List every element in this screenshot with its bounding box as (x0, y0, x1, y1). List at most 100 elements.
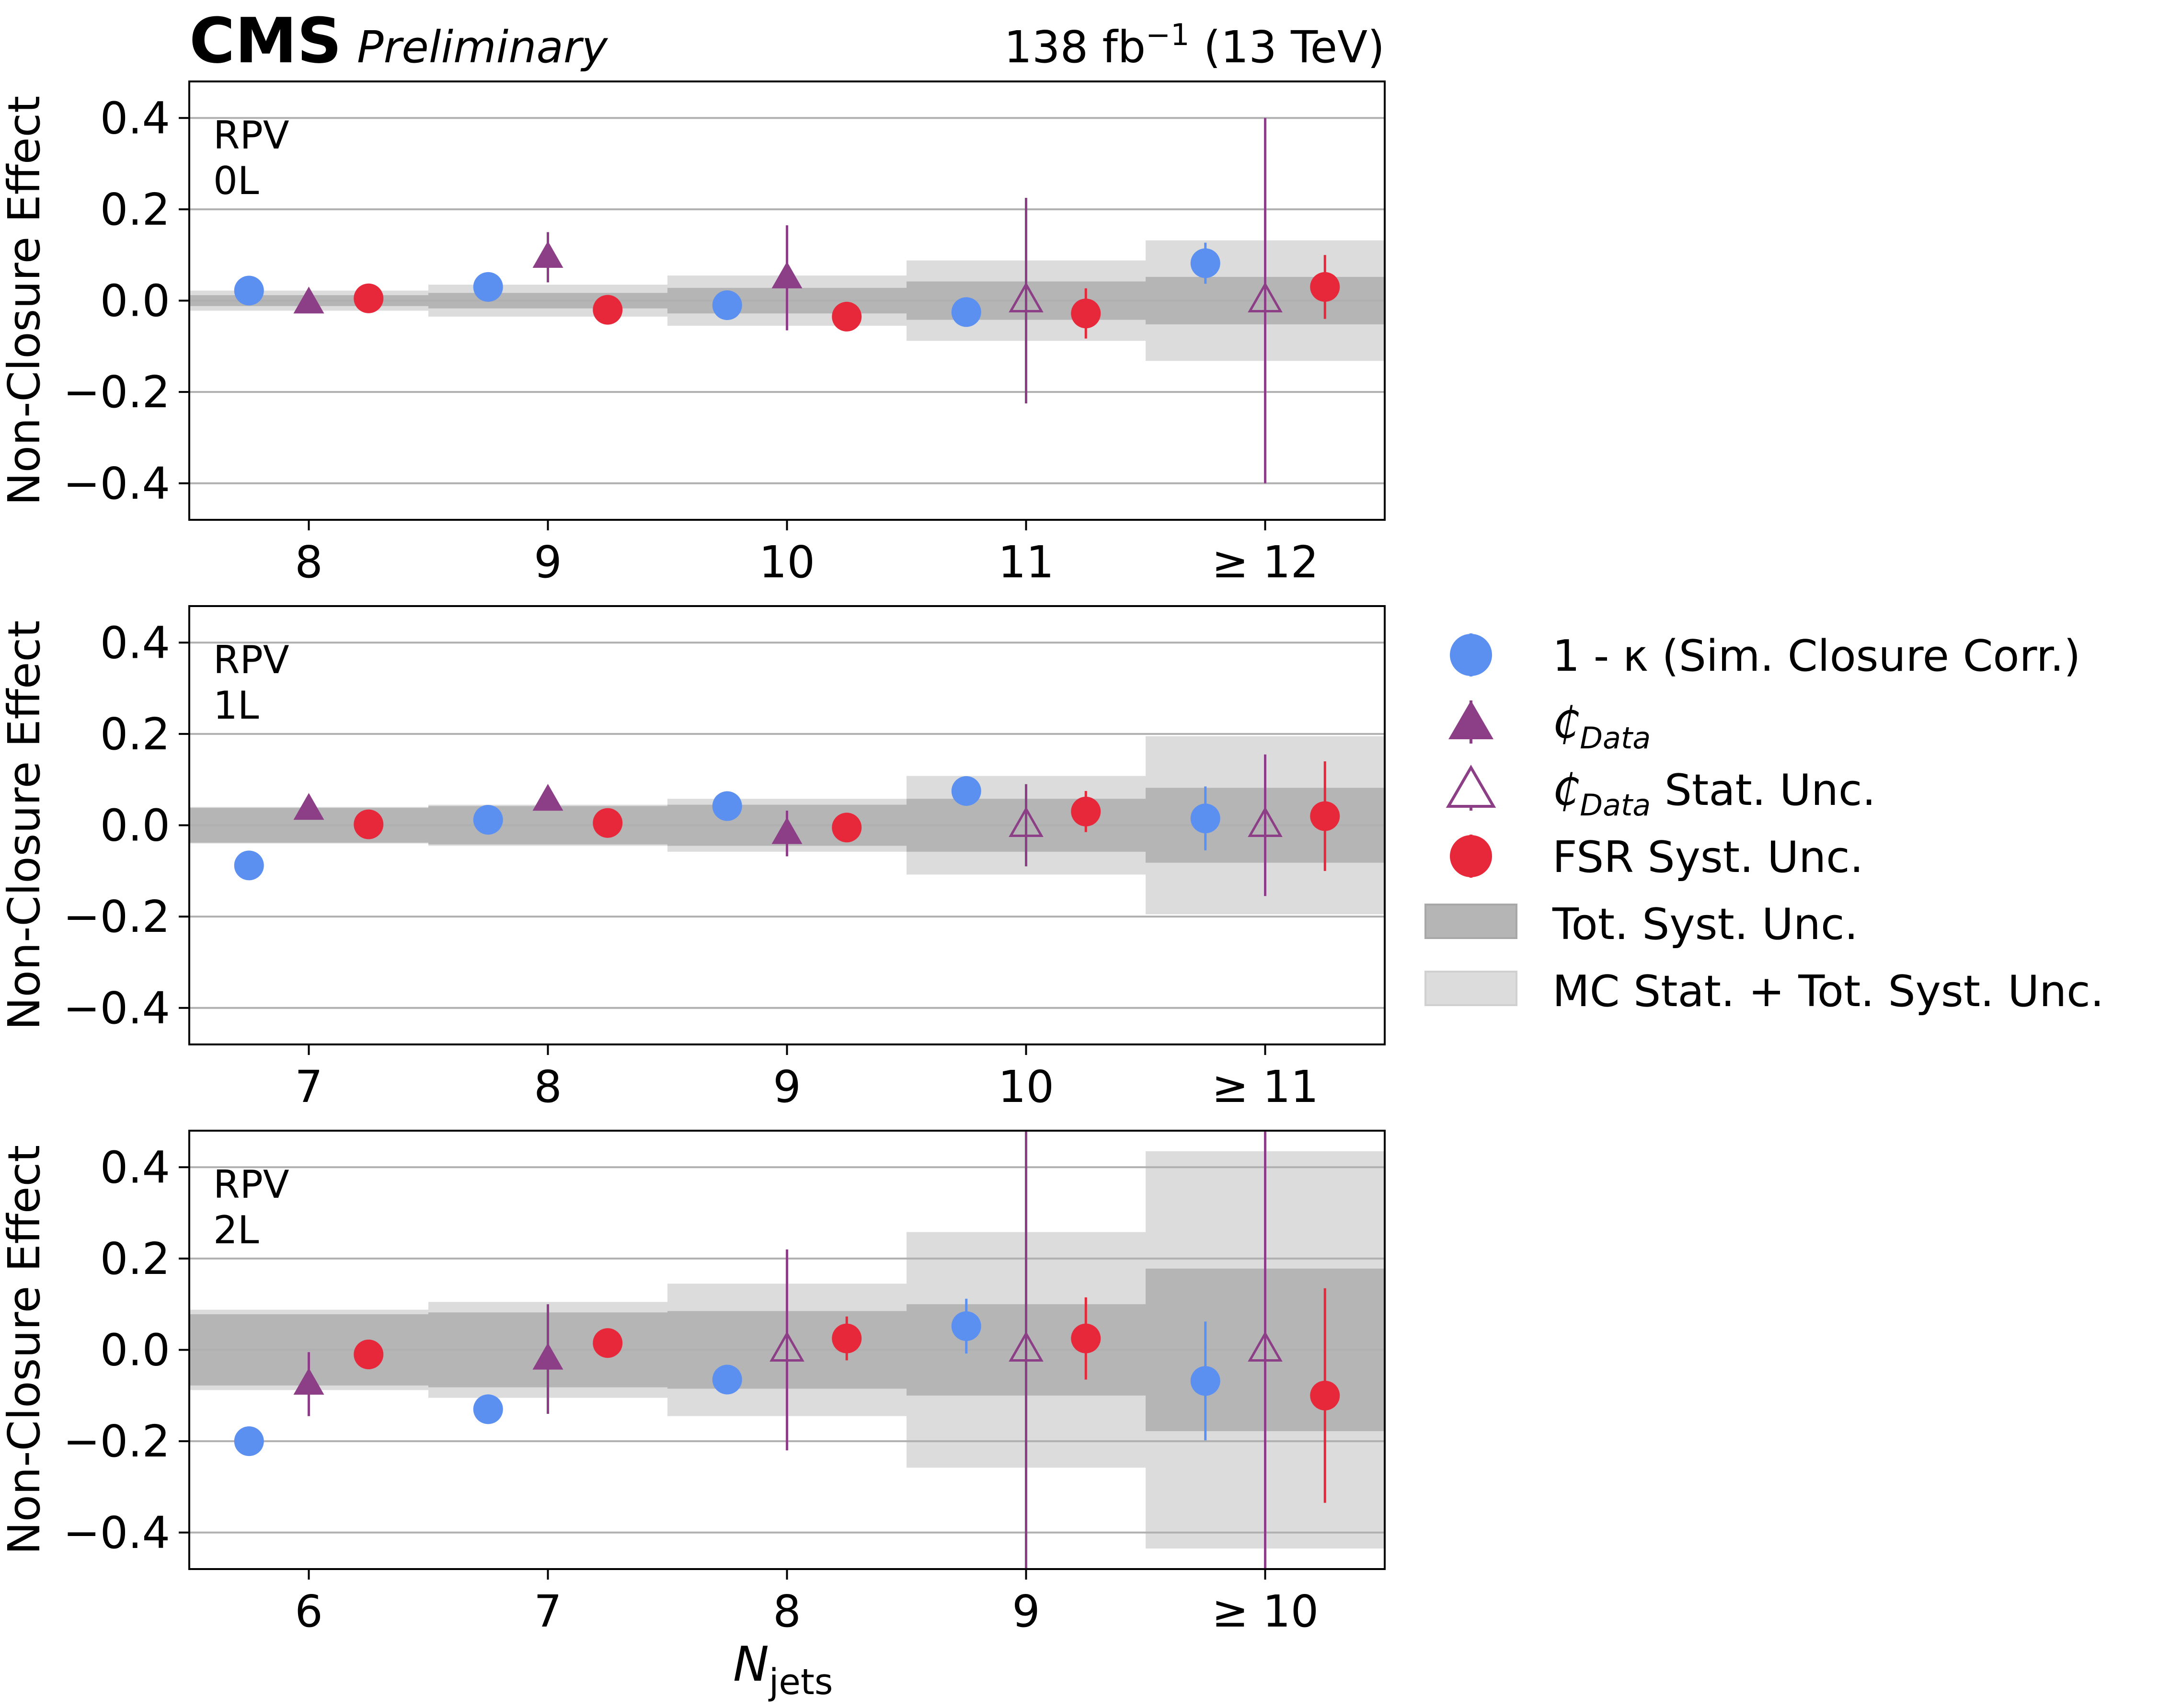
y-tick-label: 0.2 (100, 184, 170, 235)
kappa-point (1190, 248, 1220, 278)
legend-fsr-marker (1450, 835, 1492, 877)
x-tick-label: 11 (998, 537, 1054, 588)
y-tick-label: −0.4 (63, 458, 170, 509)
kappa-point (234, 275, 264, 306)
legend-kappa-label: 1 - κ (Sim. Closure Corr.) (1552, 631, 2080, 681)
legend: 1 - κ (Sim. Closure Corr.) ₵Data ₵Data S… (1424, 631, 2104, 1017)
kappa-point (712, 791, 742, 821)
preliminary-label: Preliminary (357, 22, 609, 73)
legend-mc-stat-swatch (1424, 971, 1517, 1006)
legend-item-fsr: FSR Syst. Unc. (1450, 832, 1863, 883)
x-tick-label: 9 (1012, 1586, 1040, 1637)
cdata-point (293, 793, 324, 820)
y-tick-label: 0.4 (100, 1142, 170, 1193)
kappa-point (234, 1426, 264, 1456)
y-tick-label: 0.4 (100, 92, 170, 144)
legend-cdata-stat-marker (1446, 765, 1496, 808)
cdata-stat-point (769, 1331, 804, 1362)
cdata-point (532, 241, 563, 268)
kappa-point (473, 272, 503, 302)
x-tick-label: 8 (773, 1586, 801, 1637)
region-label: RPV (213, 113, 289, 158)
fsr-point (354, 1340, 384, 1370)
y-axis-label: Non-Closure Effect (0, 620, 50, 1030)
luminosity-label: 138 fb−1 (13 TeV) (1004, 17, 1385, 73)
lumi-base: 138 fb (1004, 22, 1146, 73)
kappa-point (1190, 1366, 1220, 1396)
fsr-point (354, 283, 384, 313)
y-tick-label: 0.2 (100, 1233, 170, 1284)
x-tick-label: ≥ 11 (1212, 1061, 1319, 1112)
cdata-stat-point (1248, 806, 1283, 837)
x-tick-label: ≥ 10 (1212, 1586, 1319, 1637)
fsr-point (354, 809, 384, 839)
legend-cdata-marker (1448, 700, 1493, 739)
fsr-point (1071, 796, 1101, 826)
x-axis-label: Njets (733, 1636, 833, 1703)
y-tick-label: 0.2 (100, 709, 170, 760)
fsr-point (1071, 298, 1101, 329)
kappa-point (951, 1311, 981, 1341)
y-tick-label: 0.4 (100, 617, 170, 668)
lumi-energy: (13 TeV) (1190, 22, 1385, 73)
data-points (234, 118, 1340, 483)
region-label: RPV (213, 1162, 289, 1207)
fsr-point (1310, 1380, 1340, 1410)
lumi-exponent: −1 (1146, 17, 1189, 52)
cdata-point (293, 287, 324, 314)
x-tick-label: 6 (295, 1586, 323, 1637)
legend-fsr-label: FSR Syst. Unc. (1552, 832, 1863, 883)
region-label: RPV (213, 638, 289, 682)
legend-item-tot-syst: Tot. Syst. Unc. (1424, 899, 1858, 950)
kappa-point (1190, 803, 1220, 834)
fsr-point (593, 1328, 623, 1358)
legend-item-cdata: ₵Data (1448, 698, 1651, 756)
cms-label: CMS (189, 4, 342, 77)
x-tick-label: 7 (295, 1061, 323, 1112)
y-tick-label: −0.2 (63, 891, 170, 942)
legend-cdata-label-sub: Data (1580, 721, 1651, 756)
cdata-point (771, 817, 803, 844)
kappa-point (951, 776, 981, 806)
cdata-stat-point (1248, 1331, 1283, 1362)
legend-tot-syst-swatch (1424, 904, 1517, 939)
x-tick-label: 7 (534, 1586, 562, 1637)
legend-cdata-stat-label-sub: Data (1580, 788, 1651, 823)
channel-label: 2L (213, 1208, 259, 1252)
legend-item-mc-stat: MC Stat. + Tot. Syst. Unc. (1424, 966, 2104, 1017)
kappa-point (712, 1364, 742, 1395)
fsr-point (593, 808, 623, 838)
y-tick-label: −0.2 (63, 367, 170, 418)
fsr-point (832, 301, 862, 332)
fsr-point (832, 813, 862, 843)
fsr-point (1310, 272, 1340, 302)
y-tick-label: −0.4 (63, 983, 170, 1034)
legend-mc-stat-label: MC Stat. + Tot. Syst. Unc. (1552, 966, 2104, 1017)
y-tick-label: 0.0 (100, 275, 170, 327)
x-tick-label: ≥ 12 (1212, 537, 1319, 588)
legend-cdata-label: ₵Data (1552, 698, 1651, 756)
data-points (234, 1131, 1340, 1569)
x-tick-label: 8 (295, 537, 323, 588)
fsr-point (593, 295, 623, 325)
y-tick-label: 0.0 (100, 800, 170, 851)
cdata-point (771, 261, 803, 288)
cdata-point (532, 784, 563, 811)
cdata-stat-point (1009, 1331, 1044, 1362)
fsr-point (832, 1323, 862, 1353)
x-tick-label: 9 (773, 1061, 801, 1112)
cdata-stat-point (1009, 282, 1044, 312)
data-points (234, 754, 1340, 896)
cdata-stat-point (1009, 806, 1044, 837)
legend-item-cdata-stat: ₵Data Stat. Unc. (1446, 765, 1876, 823)
x-tick-label: 8 (534, 1061, 562, 1112)
x-tick-label: 10 (998, 1061, 1054, 1112)
y-axis-label: Non-Closure Effect (0, 1145, 50, 1555)
channel-label: 0L (213, 159, 259, 203)
cdata-stat-point (1248, 282, 1283, 312)
kappa-point (951, 297, 981, 327)
x-axis-label-main: N (733, 1636, 769, 1692)
